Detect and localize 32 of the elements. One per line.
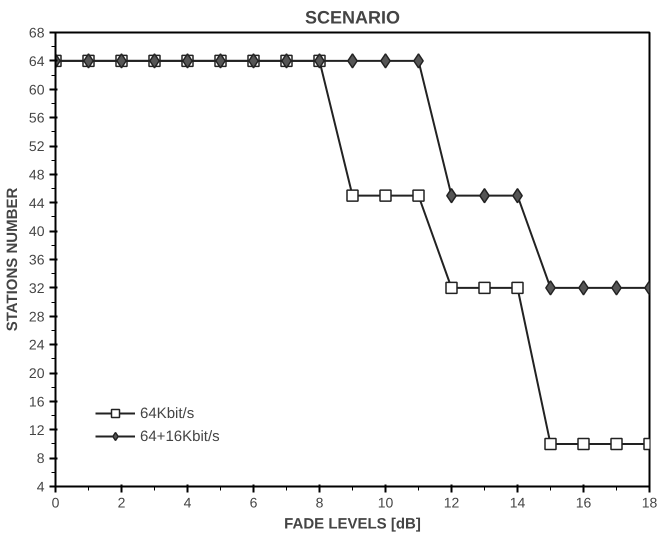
x-tick-label: 4	[184, 494, 192, 510]
y-tick-label: 44	[28, 194, 45, 211]
legend-label: 64Kbit/s	[140, 404, 194, 422]
legend-label: 64+16Kbit/s	[140, 428, 220, 444]
y-axis-title: STATIONS NUMBER	[4, 188, 21, 332]
y-tick-label: 60	[28, 81, 45, 98]
y-tick-label: 48	[28, 166, 45, 182]
y-tick-label: 56	[28, 110, 45, 126]
x-axis-title: FADE LEVELS [dB]	[284, 516, 421, 532]
x-tick-label: 16	[576, 494, 592, 510]
y-tick-label: 36	[28, 252, 45, 268]
y-tick-label: 8	[36, 450, 45, 466]
y-tick-label: 68	[28, 24, 45, 40]
y-tick-label: 24	[28, 336, 45, 353]
y-tick-label: 28	[28, 308, 45, 324]
y-tick-label: 40	[28, 223, 45, 240]
x-tick-label: 6	[250, 494, 258, 510]
y-tick-label: 4	[36, 478, 45, 494]
x-tick-label: 0	[52, 494, 60, 510]
x-tick-label: 18	[642, 494, 658, 510]
x-tick-label: 10	[378, 494, 394, 510]
x-tick-label: 14	[510, 494, 526, 510]
chart-title: SCENARIO	[304, 8, 400, 28]
y-tick-label: 16	[28, 393, 45, 410]
y-tick-label: 32	[28, 280, 45, 296]
y-tick-label: 20	[28, 365, 45, 381]
y-tick-label: 12	[28, 422, 45, 438]
y-tick-label: 52	[28, 138, 45, 154]
x-tick-label: 2	[118, 494, 126, 510]
y-tick-label: 64	[28, 52, 45, 69]
x-tick-label: 8	[316, 494, 324, 510]
x-tick-label: 12	[444, 494, 460, 510]
